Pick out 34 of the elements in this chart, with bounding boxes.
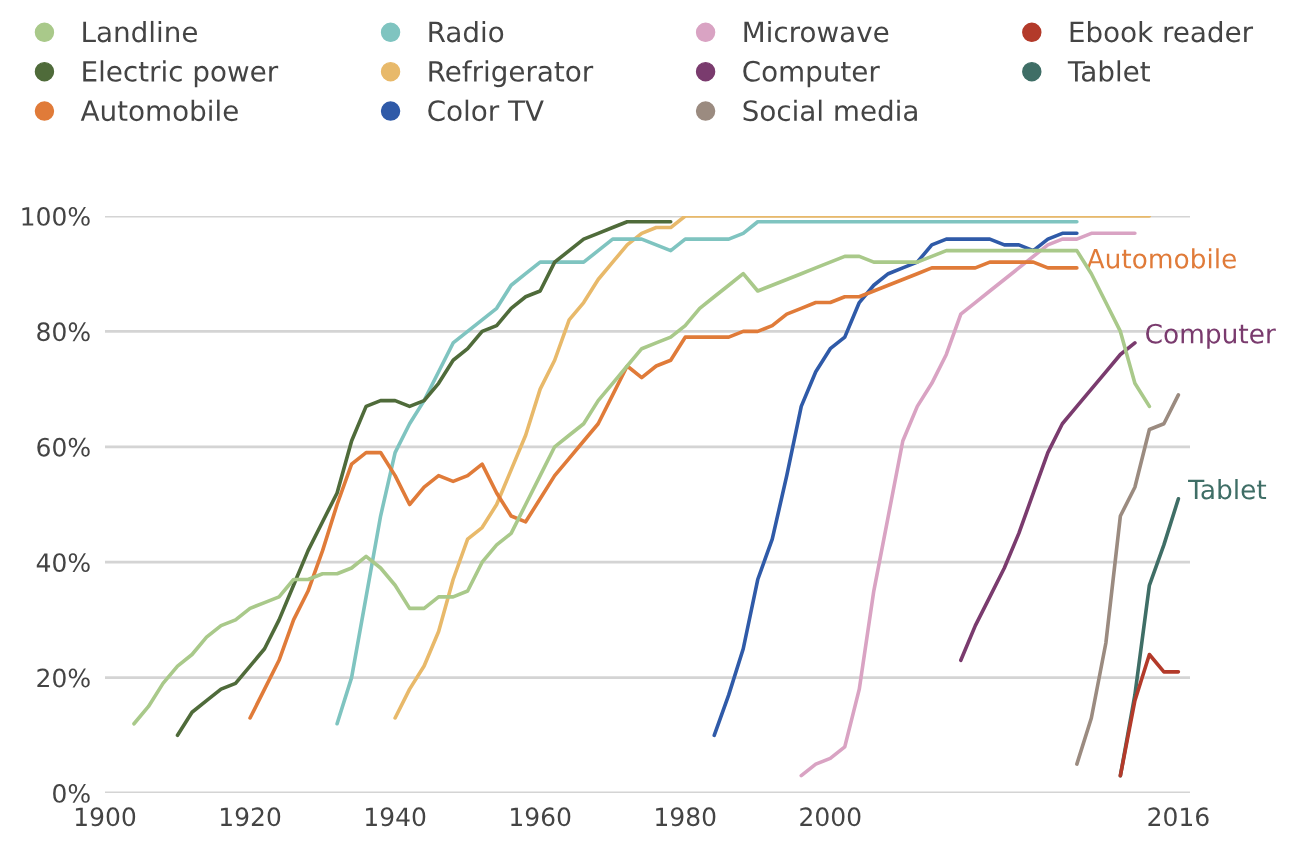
legend-label: Refrigerator <box>429 60 594 88</box>
legend-label: Automobile <box>80 99 238 122</box>
y-tick-label: 20% <box>37 668 90 688</box>
line-series <box>712 231 1079 738</box>
annotation: Automobile <box>1086 248 1236 269</box>
x-tick-label: 1940 <box>366 807 426 827</box>
y-tick-label: 0% <box>53 783 90 803</box>
legend-label: Landline <box>83 20 197 43</box>
legend-label: Radio <box>429 20 504 43</box>
x-tick-label: 1920 <box>220 807 281 827</box>
x-tick-label: 2016 <box>1148 807 1209 827</box>
line-series <box>335 219 1079 726</box>
line-series <box>1075 393 1181 766</box>
x-tick-label: 2000 <box>800 807 861 827</box>
x-tick-label: 1960 <box>511 807 571 827</box>
legend-label: Electric power <box>83 60 279 88</box>
legend-label: Social media <box>743 99 917 122</box>
legend-label: Computer <box>743 60 880 88</box>
legend-label: Color TV <box>428 99 544 122</box>
y-tick-label: 100% <box>22 206 90 226</box>
legend-label: Ebook reader <box>1070 20 1254 43</box>
line-series <box>1118 652 1181 778</box>
y-tick-label: 80% <box>37 322 90 342</box>
annotation: Tablet <box>1188 479 1267 500</box>
y-tick-label: 60% <box>37 437 90 457</box>
line-series <box>959 341 1137 663</box>
legend-label: Microwave <box>744 20 889 43</box>
line-series <box>248 260 1079 720</box>
y-tick-label: 40% <box>36 553 90 573</box>
line-series <box>175 219 673 738</box>
x-tick-label: 1980 <box>656 807 716 827</box>
legend-label: Tablet <box>1067 60 1150 82</box>
x-tick-label: 1900 <box>75 807 136 827</box>
annotation: Computer <box>1146 323 1276 349</box>
